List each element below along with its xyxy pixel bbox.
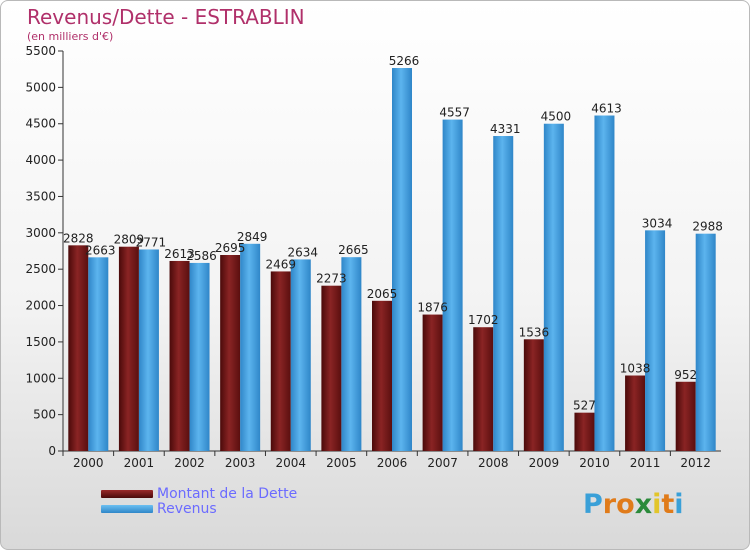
revenue-bar bbox=[138, 249, 159, 451]
debt-bar bbox=[675, 381, 696, 451]
debt-value-label: 2828 bbox=[63, 231, 94, 245]
legend-label-revenue: Revenus bbox=[157, 500, 217, 517]
y-tick-label: 4500 bbox=[25, 117, 56, 131]
revenue-bar bbox=[493, 136, 514, 451]
y-tick-label: 5000 bbox=[25, 80, 56, 94]
chart-unit-subtitle: (en milliers d'€) bbox=[27, 30, 114, 43]
legend-item-debt: Montant de la Dette bbox=[101, 485, 298, 502]
x-tick-label: 2009 bbox=[529, 456, 560, 470]
debt-bar bbox=[220, 255, 241, 451]
x-tick-label: 2000 bbox=[73, 456, 104, 470]
debt-value-label: 1702 bbox=[468, 313, 499, 327]
debt-value-label: 2695 bbox=[215, 241, 246, 255]
y-tick-label: 1000 bbox=[25, 371, 56, 385]
logo-letter: P bbox=[583, 489, 603, 520]
debt-value-label: 2469 bbox=[265, 257, 296, 271]
legend-swatch-debt bbox=[101, 489, 153, 498]
x-tick-label: 2003 bbox=[225, 456, 256, 470]
revenue-bar bbox=[392, 68, 412, 451]
debt-value-label: 2809 bbox=[114, 233, 145, 247]
debt-value-label: 1038 bbox=[620, 362, 651, 376]
y-tick-label: 4000 bbox=[25, 153, 56, 167]
debt-bar bbox=[118, 246, 139, 451]
debt-bar bbox=[473, 327, 494, 451]
debt-value-label: 952 bbox=[674, 368, 697, 382]
revenue-bar bbox=[645, 230, 666, 451]
revenue-bar bbox=[543, 123, 564, 452]
debt-value-label: 2613 bbox=[164, 247, 195, 261]
logo-letter: o bbox=[616, 489, 635, 520]
debt-bar bbox=[422, 314, 443, 451]
chart-title: Revenus/Dette - ESTRABLIN bbox=[27, 5, 305, 29]
x-tick-label: 2011 bbox=[630, 456, 661, 470]
debt-value-label: 1536 bbox=[519, 325, 550, 339]
revenue-value-label: 2634 bbox=[287, 245, 318, 259]
revenue-value-label: 2663 bbox=[85, 243, 116, 257]
y-tick-label: 500 bbox=[33, 408, 56, 422]
revenue-bar bbox=[240, 243, 261, 451]
revenue-value-label: 3034 bbox=[642, 216, 673, 230]
legend: Montant de la Dette Revenus bbox=[101, 485, 298, 517]
revenue-value-label: 4613 bbox=[591, 102, 622, 116]
x-tick-label: 2004 bbox=[275, 456, 306, 470]
revenue-value-label: 4331 bbox=[490, 122, 521, 136]
legend-item-revenue: Revenus bbox=[101, 500, 297, 517]
x-tick-label: 2005 bbox=[326, 456, 357, 470]
debt-value-label: 527 bbox=[573, 399, 596, 413]
y-tick-label: 1500 bbox=[25, 335, 56, 349]
y-tick-label: 3000 bbox=[25, 226, 56, 240]
x-tick-label: 2006 bbox=[377, 456, 408, 470]
debt-bar bbox=[574, 412, 595, 451]
revenue-value-label: 2665 bbox=[338, 243, 369, 257]
revenue-value-label: 4557 bbox=[439, 106, 470, 120]
debt-bar bbox=[68, 245, 89, 451]
y-tick-label: 3500 bbox=[25, 189, 56, 203]
debt-value-label: 2065 bbox=[367, 287, 398, 301]
x-tick-label: 2008 bbox=[478, 456, 509, 470]
revenue-bar bbox=[189, 262, 210, 451]
x-tick-label: 2002 bbox=[174, 456, 205, 470]
revenue-bar bbox=[290, 259, 311, 451]
revenue-value-label: 4500 bbox=[541, 110, 572, 124]
revenue-value-label: 5266 bbox=[389, 54, 420, 68]
x-tick-label: 2007 bbox=[427, 456, 458, 470]
debt-bar bbox=[523, 339, 544, 451]
revenue-value-label: 2849 bbox=[237, 230, 268, 244]
revenue-bar bbox=[594, 115, 615, 451]
debt-bar bbox=[169, 260, 190, 451]
debt-bar bbox=[372, 300, 392, 451]
debt-bar bbox=[321, 285, 342, 451]
x-tick-label: 2012 bbox=[680, 456, 711, 470]
legend-label-debt: Montant de la Dette bbox=[157, 485, 298, 502]
proxiti-logo: Proxiti bbox=[583, 489, 684, 520]
revenue-bar bbox=[341, 257, 362, 451]
revenue-bar bbox=[88, 257, 109, 451]
revenue-bar bbox=[442, 119, 463, 451]
logo-letter: x bbox=[634, 489, 653, 520]
debt-value-label: 1876 bbox=[417, 301, 448, 315]
debt-value-label: 2273 bbox=[316, 272, 347, 286]
y-tick-label: 0 bbox=[48, 444, 56, 458]
logo-letter: i bbox=[652, 489, 662, 520]
debt-bar bbox=[625, 375, 646, 451]
y-tick-label: 2000 bbox=[25, 299, 56, 313]
logo-letter: r bbox=[602, 489, 617, 520]
legend-swatch-revenue bbox=[101, 504, 153, 513]
x-tick-label: 2001 bbox=[124, 456, 155, 470]
revenue-value-label: 2988 bbox=[692, 220, 723, 234]
revenue-bar bbox=[695, 233, 716, 451]
revenue-value-label: 2586 bbox=[186, 249, 217, 263]
logo-letter: i bbox=[674, 489, 684, 520]
logo-letter: t bbox=[661, 489, 675, 520]
x-tick-label: 2010 bbox=[579, 456, 610, 470]
revenue-value-label: 2771 bbox=[136, 235, 167, 249]
y-tick-label: 2500 bbox=[25, 262, 56, 276]
y-tick-label: 5500 bbox=[25, 44, 56, 58]
debt-bar bbox=[270, 271, 291, 451]
